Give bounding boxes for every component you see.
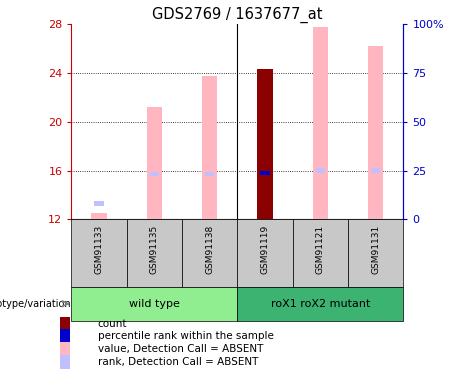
Bar [202,76,218,219]
Title: GDS2769 / 1637677_at: GDS2769 / 1637677_at [152,7,323,23]
Text: count: count [98,319,127,328]
Bar [60,342,70,356]
Bar [368,46,384,219]
Bar [257,69,273,219]
Text: genotype/variation: genotype/variation [0,299,71,309]
Bar [205,172,214,176]
Bar [60,316,70,331]
Bar [60,329,70,344]
Bar [237,287,403,321]
Bar [313,27,328,219]
Bar [71,219,127,287]
Text: GSM91119: GSM91119 [260,225,270,274]
Text: GSM91135: GSM91135 [150,225,159,274]
Text: percentile rank within the sample: percentile rank within the sample [98,332,274,341]
Text: value, Detection Call = ABSENT: value, Detection Call = ABSENT [98,344,263,354]
Text: GSM91138: GSM91138 [205,225,214,274]
Bar [91,213,107,219]
Text: rank, Detection Call = ABSENT: rank, Detection Call = ABSENT [98,357,258,367]
Bar [293,219,348,287]
Text: GSM91131: GSM91131 [371,225,380,274]
Bar [95,201,104,206]
Bar [260,171,270,175]
Text: GSM91133: GSM91133 [95,225,104,274]
Text: wild type: wild type [129,299,180,309]
Bar [182,219,237,287]
Bar [60,354,70,369]
Bar [127,219,182,287]
Bar [316,168,325,173]
Text: GSM91121: GSM91121 [316,225,325,274]
Bar [150,172,159,176]
Bar [237,219,293,287]
Bar [348,219,403,287]
Bar [147,107,162,219]
Bar [371,168,380,173]
Bar [71,287,237,321]
Text: roX1 roX2 mutant: roX1 roX2 mutant [271,299,370,309]
